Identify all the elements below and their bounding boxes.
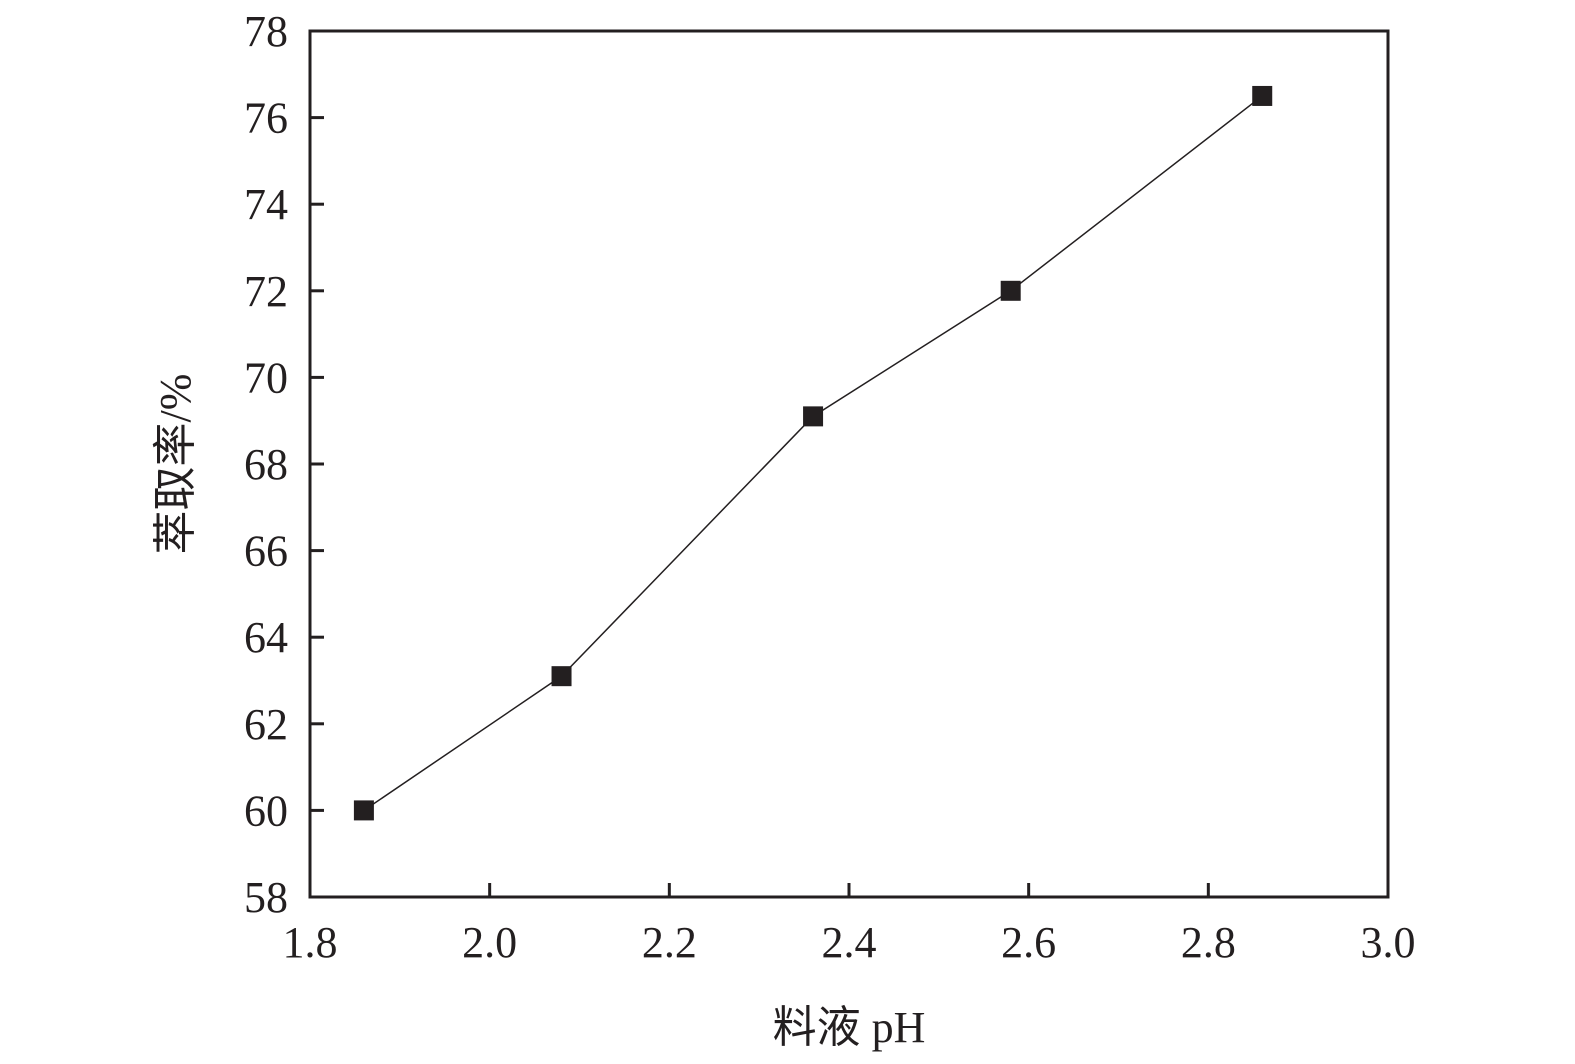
y-tick-label: 62 [244, 700, 288, 749]
y-tick-label: 68 [244, 440, 288, 489]
y-tick-label: 70 [244, 353, 288, 402]
y-tick-label: 74 [244, 180, 288, 229]
series-line [363, 95, 1263, 812]
x-tick-label: 2.0 [462, 918, 517, 967]
x-tick-label: 1.8 [283, 918, 338, 967]
y-tick-label: 78 [244, 7, 288, 56]
x-tick-label: 3.0 [1361, 918, 1416, 967]
x-tick-label: 2.4 [822, 918, 877, 967]
y-tick-label: 76 [244, 94, 288, 143]
data-point [1000, 280, 1021, 301]
x-tick-label: 2.8 [1181, 918, 1236, 967]
y-axis: 58 60 62 64 66 68 70 72 74 76 78 [244, 7, 324, 922]
series-group [353, 85, 1273, 821]
y-tick-label: 66 [244, 527, 288, 576]
data-point [1252, 85, 1273, 106]
data-point [551, 666, 572, 687]
data-point [353, 800, 374, 821]
x-tick-label: 2.2 [642, 918, 697, 967]
y-tick-label: 64 [244, 613, 288, 662]
y-tick-label: 60 [244, 786, 288, 835]
y-axis-label: 萃取率/% [151, 374, 200, 555]
x-tick-label: 2.6 [1001, 918, 1056, 967]
y-tick-label: 72 [244, 267, 288, 316]
x-axis-label: 料液 pH [773, 1003, 926, 1052]
data-point [803, 406, 824, 427]
y-tick-label: 58 [244, 873, 288, 922]
x-axis: 1.8 2.0 2.2 2.4 2.6 2.8 3.0 [283, 883, 1416, 967]
plot-frame [308, 29, 1390, 899]
